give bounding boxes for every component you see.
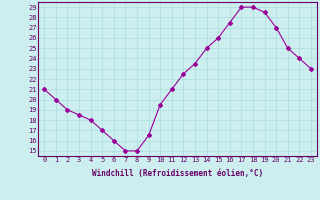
X-axis label: Windchill (Refroidissement éolien,°C): Windchill (Refroidissement éolien,°C) bbox=[92, 169, 263, 178]
